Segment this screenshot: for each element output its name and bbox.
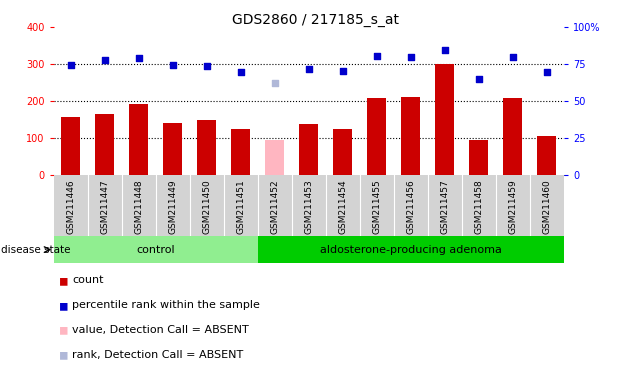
Bar — [299, 124, 318, 175]
Text: GSM211458: GSM211458 — [474, 180, 483, 234]
Point — [406, 54, 416, 60]
Bar — [503, 98, 522, 175]
Text: GDS2860 / 217185_s_at: GDS2860 / 217185_s_at — [231, 13, 399, 27]
Bar — [231, 129, 250, 175]
Point — [304, 66, 314, 72]
Text: control: control — [136, 245, 175, 255]
Bar — [61, 118, 80, 175]
Text: percentile rank within the sample: percentile rank within the sample — [72, 300, 260, 310]
Bar — [258, 236, 564, 263]
Point — [508, 54, 518, 60]
Bar — [469, 140, 488, 175]
Point — [134, 55, 144, 61]
Text: GSM211456: GSM211456 — [406, 180, 415, 234]
Bar — [333, 129, 352, 175]
Text: aldosterone-producing adenoma: aldosterone-producing adenoma — [320, 245, 501, 255]
Point — [100, 57, 110, 63]
Bar — [367, 98, 386, 175]
Text: GSM211459: GSM211459 — [508, 180, 517, 234]
Text: GSM211447: GSM211447 — [100, 180, 109, 234]
Text: GSM211453: GSM211453 — [304, 180, 313, 234]
Bar — [129, 104, 148, 175]
Text: GSM211460: GSM211460 — [542, 180, 551, 234]
Point — [542, 69, 552, 75]
Point — [66, 61, 76, 68]
Bar — [197, 121, 216, 175]
Bar — [265, 140, 284, 175]
Point — [202, 63, 212, 69]
Point — [168, 62, 178, 68]
Text: GSM211454: GSM211454 — [338, 180, 347, 234]
Text: GSM211449: GSM211449 — [168, 180, 177, 234]
Text: GSM211455: GSM211455 — [372, 180, 381, 234]
Text: ■: ■ — [60, 324, 67, 337]
Bar — [435, 64, 454, 175]
Bar — [95, 114, 114, 175]
Point — [236, 69, 246, 75]
Text: count: count — [72, 275, 104, 285]
Text: rank, Detection Call = ABSENT: rank, Detection Call = ABSENT — [72, 350, 244, 360]
Point — [440, 47, 450, 53]
Text: GSM211452: GSM211452 — [270, 180, 279, 234]
Text: GSM211446: GSM211446 — [66, 180, 75, 234]
Text: ■: ■ — [60, 274, 67, 287]
Point — [372, 53, 382, 60]
Text: ■: ■ — [60, 299, 67, 312]
Bar — [537, 136, 556, 175]
Text: GSM211457: GSM211457 — [440, 180, 449, 234]
Bar — [401, 97, 420, 175]
Text: value, Detection Call = ABSENT: value, Detection Call = ABSENT — [72, 325, 249, 335]
Text: GSM211448: GSM211448 — [134, 180, 143, 234]
Point — [338, 68, 348, 74]
Text: ■: ■ — [60, 349, 67, 362]
Text: GSM211450: GSM211450 — [202, 180, 211, 234]
Point — [270, 80, 280, 86]
Bar — [163, 123, 182, 175]
Text: GSM211451: GSM211451 — [236, 180, 245, 234]
Bar — [54, 236, 258, 263]
Point — [474, 76, 484, 83]
Text: disease state: disease state — [1, 245, 71, 255]
